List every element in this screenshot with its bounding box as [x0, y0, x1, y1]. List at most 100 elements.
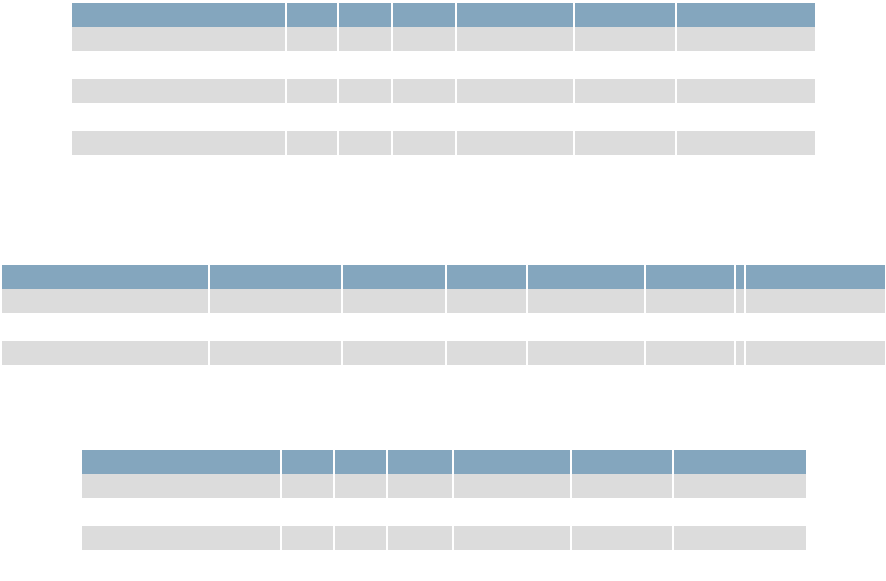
table-header-cell: [72, 3, 287, 27]
table-cell: [393, 51, 457, 79]
table-cell: [646, 341, 736, 365]
table-cell: [572, 498, 674, 526]
table-cell: [454, 526, 572, 550]
table-cell: [388, 474, 454, 498]
table-cell: [677, 79, 815, 103]
table-cell: [677, 131, 815, 155]
table-cell: [457, 103, 575, 131]
table-header-cell: [528, 265, 646, 289]
table-cell: [210, 289, 343, 313]
table-row: [72, 51, 815, 79]
table-cell: [72, 27, 287, 51]
table-cell: [339, 51, 393, 79]
table-header-cell: [447, 265, 528, 289]
table-row: [72, 131, 815, 155]
table-cell: [388, 498, 454, 526]
table-row: [82, 474, 806, 498]
table-header-cell: [343, 265, 447, 289]
table-row: [82, 526, 806, 550]
table-cell: [343, 289, 447, 313]
data-table-1: [72, 3, 815, 155]
table-cell: [457, 51, 575, 79]
table-cell: [282, 474, 335, 498]
table-header-cell: [575, 3, 677, 27]
table-cell: [343, 341, 447, 365]
table-header-cell: [82, 450, 282, 474]
table-cell: [72, 51, 287, 79]
table-header-cell: [335, 450, 388, 474]
table-cell: [447, 313, 528, 341]
table-header-cell: [339, 3, 393, 27]
table-cell: [457, 27, 575, 51]
table-cell: [339, 79, 393, 103]
table-cell: [447, 341, 528, 365]
table-cell: [736, 289, 746, 313]
table-header-cell: [646, 265, 736, 289]
table-cell: [287, 131, 339, 155]
table-header-cell: [454, 450, 572, 474]
table-cell: [572, 474, 674, 498]
table-cell: [736, 313, 746, 341]
table-cell: [454, 498, 572, 526]
table-cell: [575, 79, 677, 103]
table-cell: [674, 474, 806, 498]
table-cell: [528, 313, 646, 341]
table-cell: [287, 27, 339, 51]
table-cell: [575, 27, 677, 51]
table-cell: [528, 289, 646, 313]
table-cell: [287, 103, 339, 131]
table-row: [72, 79, 815, 103]
table-cell: [447, 289, 528, 313]
table-cell: [343, 313, 447, 341]
table-cell: [82, 526, 282, 550]
table-header-cell: [388, 450, 454, 474]
table-header-cell: [287, 3, 339, 27]
table-cell: [210, 341, 343, 365]
table-header-row: [72, 3, 815, 27]
table-header-cell: [736, 265, 746, 289]
table-cell: [210, 313, 343, 341]
table-cell: [677, 27, 815, 51]
table-header-cell: [746, 265, 885, 289]
table-cell: [82, 498, 282, 526]
table-row: [72, 103, 815, 131]
table-cell: [746, 341, 885, 365]
table-cell: [335, 526, 388, 550]
table-cell: [339, 27, 393, 51]
table-cell: [339, 131, 393, 155]
table-cell: [674, 526, 806, 550]
table-cell: [335, 474, 388, 498]
table-cell: [454, 474, 572, 498]
table-cell: [287, 51, 339, 79]
table-header-cell: [572, 450, 674, 474]
table-header-cell: [393, 3, 457, 27]
table-cell: [2, 341, 210, 365]
table-cell: [575, 131, 677, 155]
table-row: [2, 313, 885, 341]
table-header-cell: [2, 265, 210, 289]
table-header-row: [82, 450, 806, 474]
table-cell: [335, 498, 388, 526]
table-cell: [82, 474, 282, 498]
data-table-3: [82, 450, 806, 550]
table-cell: [282, 498, 335, 526]
table-header-cell: [282, 450, 335, 474]
table-cell: [393, 131, 457, 155]
table-header-cell: [674, 450, 806, 474]
table-cell: [72, 103, 287, 131]
table-header-cell: [677, 3, 815, 27]
table-cell: [575, 51, 677, 79]
table-cell: [528, 341, 646, 365]
table-cell: [575, 103, 677, 131]
table-row: [2, 289, 885, 313]
table-cell: [677, 103, 815, 131]
table-cell: [282, 526, 335, 550]
table-cell: [287, 79, 339, 103]
table-cell: [457, 131, 575, 155]
table-cell: [646, 313, 736, 341]
table-cell: [393, 79, 457, 103]
table-cell: [746, 289, 885, 313]
table-cell: [646, 289, 736, 313]
table-cell: [72, 131, 287, 155]
table-cell: [393, 103, 457, 131]
